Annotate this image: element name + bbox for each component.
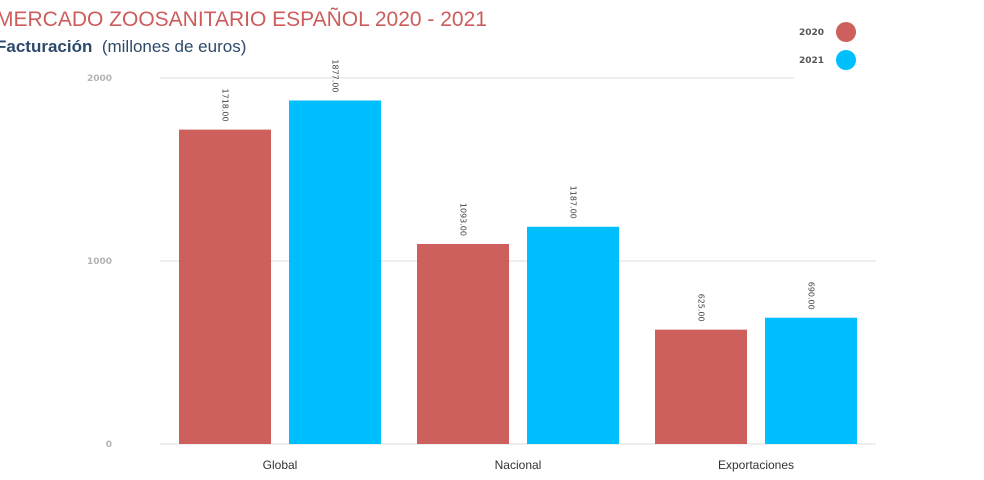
chart-title: MERCADO ZOOSANITARIO ESPAÑOL 2020 - 2021 [0, 7, 487, 31]
legend-swatch [836, 50, 856, 70]
bar [527, 226, 619, 444]
legend: 2020 2021 [799, 22, 856, 70]
data-label: 1093.00 [459, 203, 468, 236]
x-tick-label: Global [263, 458, 298, 472]
data-label: 625.00 [697, 294, 706, 322]
x-tick-label: Exportaciones [718, 458, 794, 472]
y-tick-label: 2000 [87, 74, 112, 84]
data-label: 1718.00 [221, 89, 230, 122]
legend-label: 2020 [799, 28, 824, 38]
chart-subtitle: Facturación (millones de euros) [0, 37, 246, 56]
y-axis: 0 1000 2000 [87, 74, 112, 450]
bars [179, 100, 857, 444]
bar [289, 100, 381, 444]
data-label: 1877.00 [331, 59, 340, 92]
chart-subtitle-bold: Facturación [0, 37, 92, 56]
data-labels: 1718.00 1877.00 1093.00 1187.00 625.00 690.00 [221, 59, 816, 321]
bar [417, 243, 509, 444]
bar [179, 129, 271, 444]
data-label: 690.00 [807, 282, 816, 310]
chart-subtitle-rest: (millones de euros) [102, 37, 247, 56]
x-axis: Global Nacional Exportaciones [263, 458, 794, 472]
bar [765, 317, 857, 444]
data-label: 1187.00 [569, 186, 578, 219]
y-tick-label: 1000 [87, 257, 112, 267]
y-tick-label: 0 [106, 440, 112, 450]
grid [160, 77, 876, 445]
bar [655, 329, 747, 444]
x-tick-label: Nacional [495, 458, 542, 472]
legend-swatch [836, 22, 856, 42]
legend-label: 2021 [799, 56, 824, 66]
